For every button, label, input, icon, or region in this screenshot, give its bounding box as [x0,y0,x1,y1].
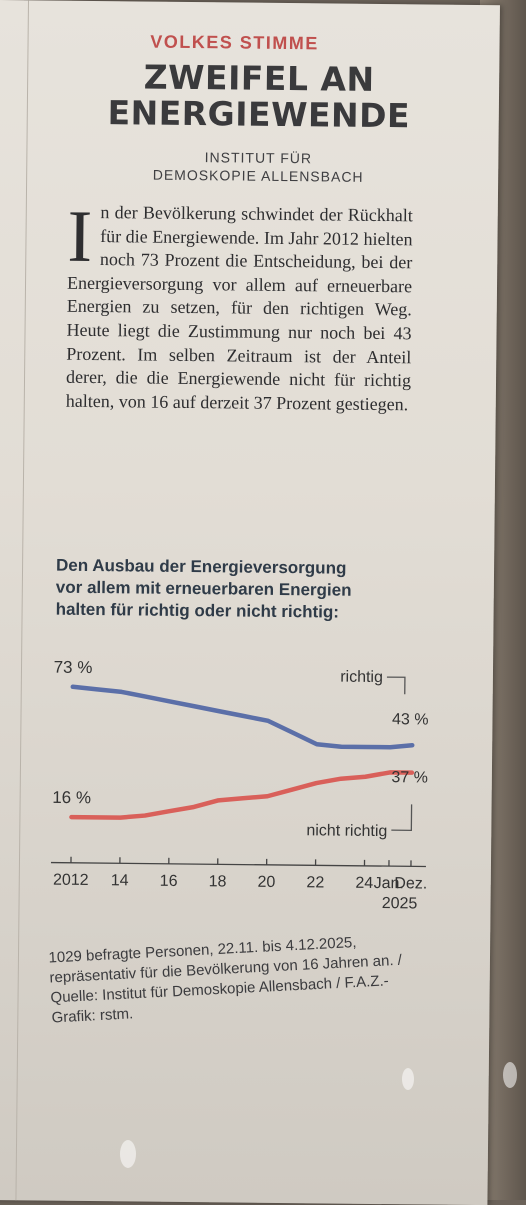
x-axis-year-label: 2025 [382,895,418,912]
x-tick-label: 22 [306,874,324,891]
x-tick-label: 20 [257,874,275,891]
series-name-richtig: richtig [340,669,383,686]
x-tick-label: 14 [111,872,129,889]
kicker: VOLKES STIMME [0,30,470,56]
series-line-richtig [72,687,413,748]
paper-smudge [503,1062,517,1088]
leader-line-richtig [387,677,405,694]
article-text: n der Bevölkerung schwindet der Rückhalt… [66,202,413,414]
headline: ZWEIFEL AN ENERGIEWENDE [59,59,460,135]
x-tick-label: 18 [209,873,227,890]
series-start-label: 73 % [54,658,93,677]
paper-smudge [120,1140,136,1168]
column-rule [15,0,29,1200]
series-line-nicht-richtig [71,769,411,821]
x-tick-label: Dez. [394,875,427,892]
x-tick-label: 24 [355,875,373,892]
series-name-nicht-richtig: nicht richtig [306,822,387,840]
series-end-label-richtig: 43 % [392,711,429,728]
x-tick-label: 2012 [53,872,89,889]
series-end-label-nicht-richtig: 37 % [391,769,428,786]
chart-footnote: 1029 befragte Personen, 22.11. bis 4.12.… [48,930,422,1029]
leader-line-nicht-richtig [391,804,411,830]
source-credit: INSTITUT FÜR DEMOSKOPIE ALLENSBACH [78,147,438,187]
newspaper-page: VOLKES STIMME ZWEIFEL AN ENERGIEWENDE IN… [0,0,500,1205]
chart-title-line-3: halten für richtig oder nicht richtig: [56,599,416,625]
drop-cap: I [67,207,92,267]
series-start-label: 16 % [52,788,91,807]
source-line-2: DEMOSKOPIE ALLENSBACH [78,165,438,187]
x-axis-line [51,863,426,867]
x-tick-label: 16 [160,873,178,890]
headline-line-2: ENERGIEWENDE [59,95,459,135]
chart-title: Den Ausbau der Energieversorgung vor all… [56,555,417,625]
paper-smudge [402,1068,414,1090]
